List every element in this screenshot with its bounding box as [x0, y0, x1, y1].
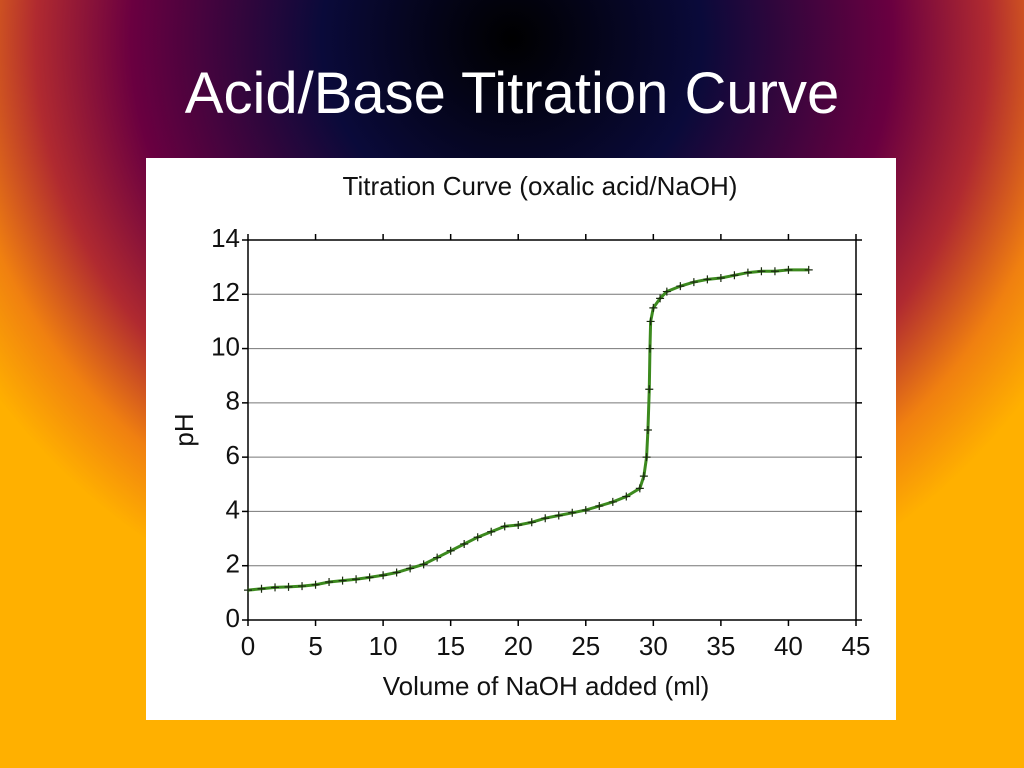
data-marker [379, 571, 388, 580]
data-marker [649, 303, 658, 312]
data-marker [338, 576, 347, 585]
y-tick-label: 0 [226, 603, 240, 633]
x-tick-label: 30 [639, 631, 668, 661]
plot-frame [247, 239, 857, 621]
x-tick-label: 35 [706, 631, 735, 661]
chart-title: Titration Curve (oxalic acid/NaOH) [343, 171, 738, 201]
data-marker [325, 578, 334, 586]
y-tick-label: 6 [226, 440, 240, 470]
slide-title: Acid/Base Titration Curve [184, 61, 840, 126]
data-marker [514, 521, 523, 529]
chart-background [146, 158, 896, 720]
data-marker [639, 472, 648, 481]
data-marker [257, 584, 266, 593]
data-marker [311, 580, 320, 589]
data-marker [554, 511, 563, 520]
chart: Titration Curve (oxalic acid/NaOH) Volum… [146, 158, 896, 720]
x-tick-label: 5 [308, 631, 322, 661]
data-marker [743, 268, 752, 277]
data-marker [757, 267, 766, 276]
data-marker [352, 575, 361, 584]
data-marker [527, 518, 536, 527]
data-marker [284, 582, 293, 591]
data-marker [460, 540, 469, 548]
data-marker [446, 546, 455, 555]
data-marker [500, 522, 509, 531]
x-axis-label: Volume of NaOH added (ml) [383, 671, 710, 701]
y-tick-label: 14 [211, 223, 240, 253]
data-marker [419, 560, 428, 569]
data-marker [643, 426, 652, 434]
data-marker [622, 492, 631, 501]
x-tick-label: 20 [504, 631, 533, 661]
data-marker [365, 573, 374, 582]
data-marker [392, 568, 401, 577]
y-tick-label: 2 [226, 549, 240, 579]
x-tick-label: 0 [241, 631, 255, 661]
y-tick-label: 4 [226, 494, 240, 524]
y-tick-label: 8 [226, 386, 240, 416]
y-axis-label: pH [169, 413, 199, 446]
data-marker [656, 294, 665, 303]
data-marker [608, 497, 617, 506]
data-marker [473, 533, 482, 542]
data-marker [645, 344, 654, 353]
x-tick-label: 25 [571, 631, 600, 661]
data-marker [703, 275, 712, 284]
data-marker [642, 453, 651, 462]
data-marker [635, 484, 644, 493]
data-marker [595, 502, 604, 510]
y-tick-label: 10 [211, 331, 240, 361]
data-marker [298, 582, 307, 591]
data-marker [676, 282, 685, 291]
data-marker [716, 274, 725, 282]
x-tick-label: 10 [369, 631, 398, 661]
data-marker [433, 553, 442, 562]
x-tick-label: 45 [842, 631, 871, 661]
data-marker [406, 564, 415, 573]
data-marker [568, 508, 577, 517]
data-marker [541, 514, 550, 523]
data-marker [271, 583, 280, 592]
y-tick-label: 12 [211, 277, 240, 307]
data-marker [487, 527, 496, 536]
data-marker [804, 265, 813, 274]
data-marker [581, 506, 590, 515]
data-marker [244, 586, 252, 595]
x-tick-label: 40 [774, 631, 803, 661]
data-marker [645, 385, 654, 394]
data-marker [662, 287, 671, 296]
data-marker [730, 271, 739, 280]
data-marker [646, 317, 655, 326]
data-marker [770, 267, 779, 276]
data-marker [784, 265, 793, 274]
x-tick-label: 15 [436, 631, 465, 661]
data-marker [689, 278, 698, 287]
